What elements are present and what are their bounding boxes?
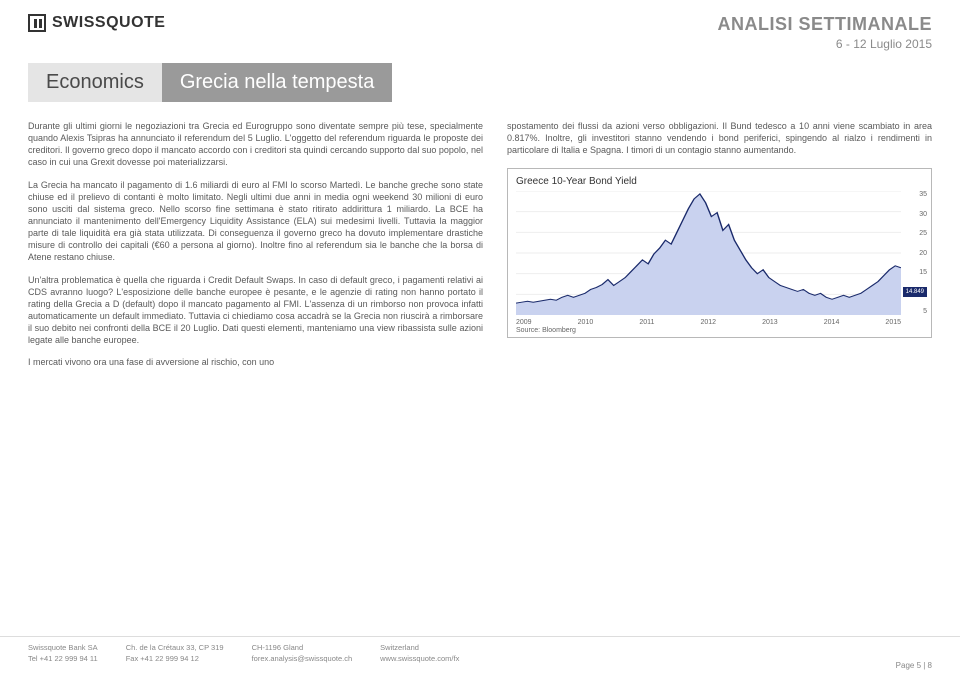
- chart-last-value-badge: 14.849: [903, 287, 927, 297]
- footer-company: Swissquote Bank SA: [28, 643, 98, 654]
- y-tick: 5: [905, 308, 927, 315]
- x-tick: 2015: [885, 318, 901, 327]
- footer-url: www.swissquote.com/fx: [380, 654, 459, 665]
- y-tick: 15: [905, 269, 927, 276]
- footer-tel: Tel +41 22 999 94 11: [28, 654, 98, 665]
- chart-svg: [516, 191, 901, 315]
- body-paragraph: La Grecia ha mancato il pagamento di 1.6…: [28, 179, 483, 264]
- page-number: Page 5 | 8: [896, 661, 932, 670]
- y-tick: 35: [905, 191, 927, 198]
- page-footer: Swissquote Bank SA Tel +41 22 999 94 11 …: [0, 636, 960, 676]
- bond-yield-chart: Greece 10-Year Bond Yield: [507, 168, 932, 338]
- report-title: ANALISI SETTIMANALE: [718, 14, 933, 35]
- x-tick: 2010: [578, 318, 594, 327]
- footer-country: Switzerland: [380, 643, 459, 654]
- left-column: Durante gli ultimi giorni le negoziazion…: [28, 120, 483, 379]
- footer-fax: Fax +41 22 999 94 12: [126, 654, 224, 665]
- footer-city: CH-1196 Gland: [252, 643, 353, 654]
- y-tick: 30: [905, 211, 927, 218]
- logo-icon: [28, 14, 46, 32]
- y-tick: 25: [905, 230, 927, 237]
- chart-source: Source: Bloomberg: [516, 326, 576, 335]
- x-tick: 2013: [762, 318, 778, 327]
- body-paragraph: Durante gli ultimi giorni le negoziazion…: [28, 120, 483, 169]
- footer-email: forex.analysis@swissquote.ch: [252, 654, 353, 665]
- body-paragraph: I mercati vivono ora una fase di avversi…: [28, 356, 483, 368]
- body-paragraph: Un'altra problematica è quella che rigua…: [28, 274, 483, 347]
- section-banner: Economics Grecia nella tempesta: [28, 63, 932, 102]
- right-column: spostamento dei flussi da azioni verso o…: [507, 120, 932, 379]
- body-paragraph: spostamento dei flussi da azioni verso o…: [507, 120, 932, 156]
- chart-title: Greece 10-Year Bond Yield: [516, 175, 923, 189]
- brand-logo: SWISSQUOTE: [28, 14, 165, 32]
- section-category: Economics: [28, 63, 162, 102]
- x-tick: 2012: [700, 318, 716, 327]
- x-tick: 2011: [639, 318, 654, 327]
- report-date: 6 - 12 Luglio 2015: [718, 37, 933, 51]
- section-title: Grecia nella tempesta: [162, 63, 393, 102]
- chart-plot-area: [516, 191, 901, 315]
- y-tick: 20: [905, 250, 927, 257]
- brand-name: SWISSQUOTE: [52, 14, 165, 32]
- footer-address: Ch. de la Crétaux 33, CP 319: [126, 643, 224, 654]
- x-tick: 2014: [824, 318, 840, 327]
- report-title-block: ANALISI SETTIMANALE 6 - 12 Luglio 2015: [718, 14, 933, 51]
